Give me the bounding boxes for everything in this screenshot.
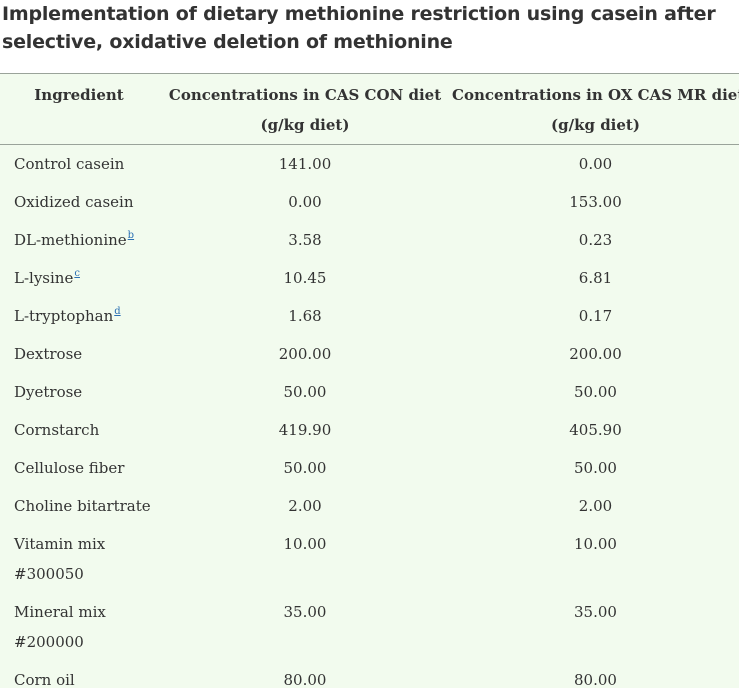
ox-cas-value: 50.00: [574, 383, 617, 401]
ingredient-name: L-lysine: [14, 269, 74, 287]
table-row: L-lysinec 10.45 6.81: [0, 259, 739, 297]
ox-cas-value: 50.00: [574, 459, 617, 477]
ingredient-name: Oxidized casein: [14, 193, 134, 211]
diet-composition-table: Ingredient Concentrations in CAS CON die…: [0, 74, 739, 688]
ingredient-name: Cornstarch: [14, 421, 100, 439]
header-cas-con-line2: (g/kg diet): [260, 116, 350, 134]
table-row: Cornstarch 419.90 405.90: [0, 411, 739, 449]
ingredient-cell: Choline bitartrate: [0, 487, 158, 525]
table-row: Mineral mix #200000 35.00 35.00: [0, 593, 739, 661]
ingredient-name: L-tryptophan: [14, 307, 114, 325]
ox-cas-value: 405.90: [569, 421, 622, 439]
ingredient-cell: Mineral mix #200000: [0, 593, 158, 661]
cas-con-value: 50.00: [283, 383, 327, 401]
ingredient-name-continued: #300050: [14, 565, 84, 583]
ox-cas-value: 0.23: [578, 231, 613, 249]
ox-cas-value: 2.00: [578, 497, 613, 515]
ox-cas-value: 10.00: [574, 535, 617, 553]
ox-cas-value: 0.00: [578, 155, 613, 173]
table-body: Control casein 141.00 0.00 Oxidized casein 0…: [0, 145, 739, 688]
ingredient-cell: Corn oil: [0, 661, 158, 688]
table-row: Cellulose fiber 50.00 50.00: [0, 449, 739, 487]
cas-con-value: 35.00: [283, 603, 327, 621]
table-header-row: Ingredient Concentrations in CAS CON die…: [0, 74, 739, 145]
cas-con-value: 141.00: [278, 155, 332, 173]
footnote-link[interactable]: d: [114, 306, 121, 317]
ingredient-cell: L-tryptophand: [0, 297, 158, 335]
ingredient-name: DL-methionine: [14, 231, 127, 249]
title-line-1: Implementation of dietary methionine res…: [2, 3, 716, 25]
table-row: DL-methionineb 3.58 0.23: [0, 221, 739, 259]
cas-con-value: 0.00: [288, 193, 322, 211]
header-ingredient: Ingredient: [34, 86, 124, 104]
cas-con-value: 10.00: [283, 535, 327, 553]
cas-con-value: 1.68: [288, 307, 322, 325]
table-row: Dyetrose 50.00 50.00: [0, 373, 739, 411]
table-row: Control casein 141.00 0.00: [0, 145, 739, 184]
ingredient-cell: Cornstarch: [0, 411, 158, 449]
ingredient-cell: Control casein: [0, 145, 158, 184]
table-row: Dextrose 200.00 200.00: [0, 335, 739, 373]
ox-cas-value: 200.00: [569, 345, 622, 363]
ox-cas-value: 35.00: [574, 603, 617, 621]
header-cas-con-line1: Concentrations in CAS CON diet: [168, 86, 442, 104]
ingredient-name: Cellulose fiber: [14, 459, 125, 477]
ingredient-name: Vitamin mix: [14, 535, 106, 553]
ingredient-name: Corn oil: [14, 671, 75, 688]
cas-con-value: 419.90: [278, 421, 332, 439]
ingredient-cell: DL-methionineb: [0, 221, 158, 259]
cas-con-value: 3.58: [288, 231, 322, 249]
cas-con-value: 80.00: [283, 671, 327, 688]
ingredient-name: Control casein: [14, 155, 125, 173]
cas-con-value: 10.45: [283, 269, 327, 287]
diet-table-container: Ingredient Concentrations in CAS CON die…: [0, 73, 739, 688]
ingredient-cell: Oxidized casein: [0, 183, 158, 221]
header-ox-cas-line2: (g/kg diet): [551, 116, 640, 134]
table-row: Oxidized casein 0.00 153.00: [0, 183, 739, 221]
table-row: Corn oil 80.00 80.00: [0, 661, 739, 688]
footnote-link[interactable]: c: [74, 268, 80, 279]
ingredient-name: Dextrose: [14, 345, 83, 363]
ingredient-name: Dyetrose: [14, 383, 83, 401]
cas-con-value: 200.00: [278, 345, 332, 363]
table-row: Vitamin mix #300050 10.00 10.00: [0, 525, 739, 593]
ingredient-cell: Dextrose: [0, 335, 158, 373]
header-ox-cas-line1: Concentrations in OX CAS MR diet: [452, 86, 739, 104]
page-title: Implementation of dietary methionine res…: [0, 0, 739, 56]
ingredient-cell: Vitamin mix #300050: [0, 525, 158, 593]
header-ox-cas: Concentrations in OX CAS MR diet (g/kg d…: [452, 74, 739, 145]
ox-cas-value: 6.81: [578, 269, 613, 287]
cas-con-value: 50.00: [283, 459, 327, 477]
ingredient-cell: L-lysinec: [0, 259, 158, 297]
title-line-2: selective, oxidative deletion of methion…: [2, 31, 453, 53]
table-row: L-tryptophand 1.68 0.17: [0, 297, 739, 335]
table-row: Choline bitartrate 2.00 2.00: [0, 487, 739, 525]
ingredient-cell: Dyetrose: [0, 373, 158, 411]
ox-cas-value: 0.17: [578, 307, 613, 325]
ingredient-name: Mineral mix: [14, 603, 106, 621]
ingredient-name-continued: #200000: [14, 633, 84, 651]
cas-con-value: 2.00: [288, 497, 322, 515]
ox-cas-value: 153.00: [569, 193, 622, 211]
header-cas-con: Concentrations in CAS CON diet (g/kg die…: [158, 74, 452, 145]
footnote-link[interactable]: b: [127, 230, 135, 241]
ingredient-cell: Cellulose fiber: [0, 449, 158, 487]
ox-cas-value: 80.00: [574, 671, 617, 688]
ingredient-name: Choline bitartrate: [14, 497, 151, 515]
